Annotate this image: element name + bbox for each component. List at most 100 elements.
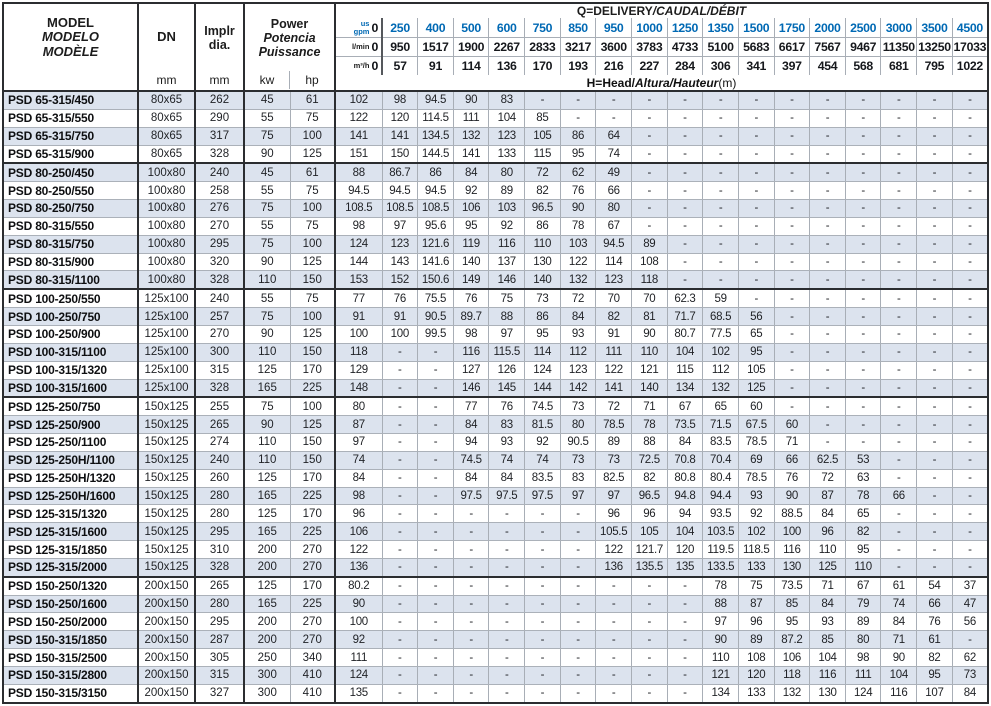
head-cell: 135.5 [630, 557, 668, 578]
head-cell: - [702, 234, 739, 254]
head-cell: - [880, 468, 918, 488]
model-cell: PSD 150-250/2000 [2, 612, 139, 632]
head-cell: 75.5 [417, 288, 454, 309]
head-cell: 105.5 [595, 522, 632, 542]
head-cell: 108 [630, 252, 668, 272]
head-cell: - [809, 288, 846, 309]
q-lmin-value: 3783 [630, 37, 668, 57]
head-cell: 89 [737, 630, 775, 650]
model-cell: PSD 100-250/900 [2, 324, 139, 344]
head-cell: - [773, 342, 811, 362]
head-cell: 59 [702, 288, 739, 309]
head-cell: - [951, 630, 989, 650]
head-cell: 73 [951, 666, 989, 685]
table-row: PSD 65-315/750 80x65 317 75 100 141 141 134.5 13… [2, 126, 989, 146]
model-cell: PSD 125-250/750 [2, 396, 139, 417]
dn-cell: 150x125 [137, 415, 196, 435]
head-cell: 71 [773, 433, 811, 452]
dn-cell: 80x65 [137, 144, 196, 165]
head-cell: - [809, 396, 846, 417]
q-delivery-title: Q=DELIVERY/CAUDAL/DÉBIT [334, 3, 989, 18]
head-cell: 56 [951, 612, 989, 632]
impeller-dia-cell: 276 [194, 199, 245, 218]
table-row: PSD 80-315/750 100x80 295 75 100 124 123 121.6 1… [2, 234, 989, 254]
dn-cell: 200x150 [137, 594, 196, 614]
head-cell: - [381, 630, 419, 650]
model-cell: PSD 150-315/3150 [2, 683, 139, 704]
head-cell: - [737, 144, 775, 165]
head-cell: 120 [666, 540, 704, 559]
power-hp-cell: 170 [289, 360, 336, 380]
head-cell: - [702, 181, 739, 201]
model-cell: PSD 100-315/1320 [2, 360, 139, 380]
head-cell: 123 [559, 360, 597, 380]
head-cell: - [951, 433, 989, 452]
head-cell: 78 [844, 486, 882, 506]
q-m3h-value: 57 [381, 56, 419, 75]
power-kw-cell: 90 [243, 252, 291, 272]
model-cell: PSD 125-250H/1100 [2, 450, 139, 470]
head-cell: - [630, 683, 668, 704]
head-cell: - [880, 324, 918, 344]
head-cell: - [773, 234, 811, 254]
head-cell: - [559, 540, 597, 559]
head-cell: - [951, 557, 989, 578]
head-cell: 124 [524, 360, 561, 380]
head-cell: 80.8 [666, 468, 704, 488]
head-cell: - [951, 486, 989, 506]
head-cell: 74 [595, 144, 632, 165]
head-cell: - [524, 90, 561, 110]
head-cell: - [916, 307, 953, 326]
head-cell: - [488, 504, 526, 524]
head-cell: 80 [334, 396, 383, 417]
head-cell: 92 [488, 216, 526, 236]
head-cell: - [880, 270, 918, 291]
q-gpm-value: 950 [595, 18, 632, 38]
head-cell: 80 [595, 199, 632, 218]
head-cell: 105 [737, 360, 775, 380]
head-cell: 114 [524, 342, 561, 362]
head-cell: - [381, 683, 419, 704]
head-cell: 83 [488, 90, 526, 110]
head-cell: 62.3 [666, 288, 704, 309]
head-cell: - [417, 612, 454, 632]
impeller-dia-cell: 320 [194, 252, 245, 272]
head-cell: 95 [559, 144, 597, 165]
head-cell: - [452, 540, 490, 559]
head-cell: - [417, 576, 454, 596]
head-cell: 111 [844, 666, 882, 685]
head-cell: - [880, 360, 918, 380]
power-kw-cell: 90 [243, 144, 291, 165]
q-gpm-value: 500 [452, 18, 490, 38]
head-cell: 37 [951, 576, 989, 596]
head-cell: 90 [880, 648, 918, 667]
q-gpm-value: 1750 [773, 18, 811, 38]
head-cell: - [630, 144, 668, 165]
head-cell: - [666, 216, 704, 236]
head-cell: 98 [452, 324, 490, 344]
head-cell: 81.5 [524, 415, 561, 435]
power-hp-cell: 270 [289, 540, 336, 559]
head-cell: 135 [334, 683, 383, 704]
head-cell: - [381, 594, 419, 614]
head-cell: - [809, 360, 846, 380]
table-row: PSD 125-315/1850 150x125 310 200 270 122- - - - -… [2, 540, 989, 559]
head-cell: 140 [630, 378, 668, 399]
head-cell: - [702, 270, 739, 291]
head-cell: - [773, 307, 811, 326]
head-cell: 130 [773, 557, 811, 578]
head-cell: - [417, 630, 454, 650]
model-column-header: MODEL MODELO MODÈLE [2, 3, 139, 91]
model-cell: PSD 150-315/2800 [2, 666, 139, 685]
power-hp-cell: 150 [289, 342, 336, 362]
head-cell: - [916, 270, 953, 291]
head-cell: - [916, 522, 953, 542]
power-kw-cell: 165 [243, 594, 291, 614]
head-cell: 53 [844, 450, 882, 470]
impeller-dia-cell: 310 [194, 540, 245, 559]
head-cell: 91 [381, 307, 419, 326]
head-cell: 118 [773, 666, 811, 685]
dn-cell: 100x80 [137, 162, 196, 183]
head-cell: 110 [524, 234, 561, 254]
head-cell: 84 [880, 612, 918, 632]
